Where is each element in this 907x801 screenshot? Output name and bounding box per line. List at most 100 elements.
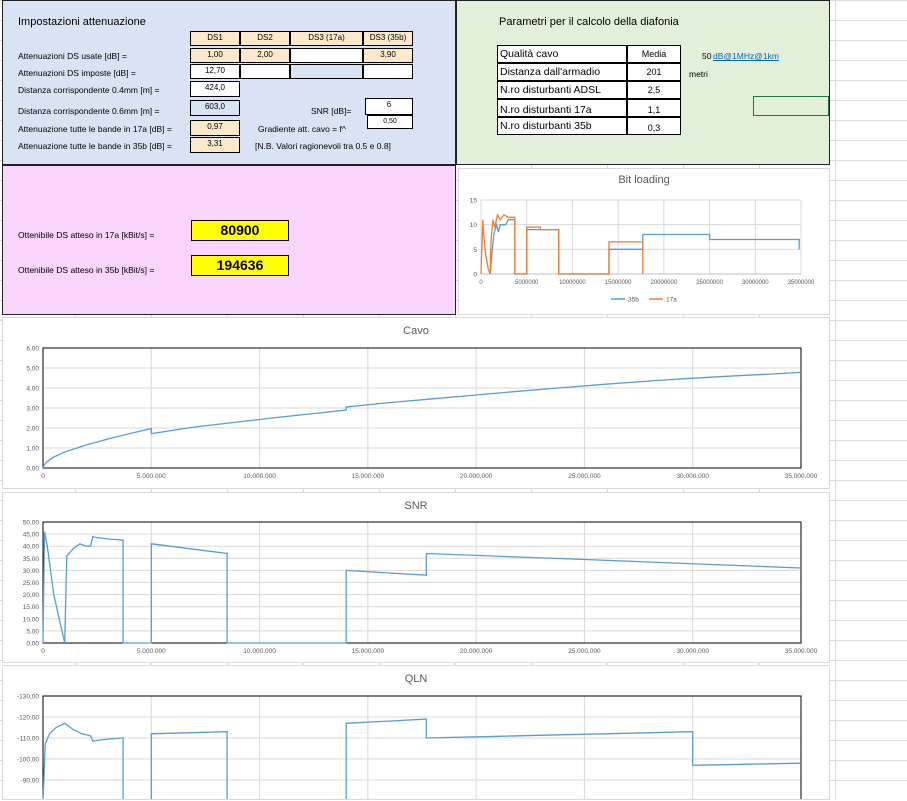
cable-quality-value[interactable]: Media bbox=[627, 45, 681, 63]
x-tick-label: 0 bbox=[479, 280, 483, 286]
row-label-imposed: Attenuazioni DS imposte [dB] = bbox=[18, 68, 136, 78]
cable-db-link[interactable]: dB@1MHz@1km bbox=[713, 51, 779, 61]
plot-frame bbox=[42, 695, 802, 801]
series-line-main bbox=[42, 371, 802, 469]
disturbers-35b-value[interactable]: 0,3 bbox=[627, 117, 681, 135]
cell-imposed-ds3-17a[interactable] bbox=[290, 64, 363, 79]
cable-db-number: 50 bbox=[702, 51, 712, 61]
y-tick-label: -120,00 bbox=[17, 715, 39, 722]
disturbers-35b-label: N.ro disturbanti 35b bbox=[497, 117, 627, 135]
cell-imposed-ds3-35b[interactable] bbox=[363, 64, 413, 79]
bit-loading-chart[interactable]: Bit loading 0 5 10 15 0 5000000 10000000 150000… bbox=[458, 168, 830, 315]
x-tick-label: 25.000.000 bbox=[568, 648, 601, 655]
cavo-chart[interactable]: Cavo 0,00 1,00 2,00 3,00 4,00 5,00 6,00 0 5.000.… bbox=[2, 317, 830, 489]
cavo-title: Cavo bbox=[403, 325, 429, 337]
row-label-distance-06: Distanza corrispondente 0.6mm [m] = bbox=[18, 106, 160, 116]
gradient-input[interactable]: 0,50 bbox=[367, 115, 413, 129]
note-text: [N.B. Valori ragionevoli tra 0.5 e 0.8] bbox=[255, 141, 391, 151]
y-tick-label: 10 bbox=[470, 222, 478, 229]
x-tick-label: 35000000 bbox=[788, 280, 815, 286]
qln-chart[interactable]: QLN -80,00 -90,00 -100,00 -110,00 -120,00 -13… bbox=[2, 665, 830, 801]
y-tick-label: 10,00 bbox=[23, 616, 40, 623]
x-tick-label: 20.000.000 bbox=[460, 648, 493, 655]
y-tick-label: 50,00 bbox=[23, 520, 40, 527]
x-tick-label: 15.000.000 bbox=[352, 473, 385, 480]
y-tick-label: 15 bbox=[470, 198, 478, 205]
distance-value[interactable]: 201 bbox=[627, 63, 681, 81]
y-tick-label: 4,00 bbox=[26, 386, 39, 393]
snr-chart[interactable]: SNR 0,00 5,00 10,00 15,00 20,00 25,00 30,00 35,… bbox=[2, 492, 830, 663]
x-tick-label: 25000000 bbox=[696, 280, 723, 286]
cell-distance-06[interactable]: 603,0 bbox=[190, 100, 240, 116]
results-panel: Ottenibile DS atteso in 17a [kBit/s] = 8… bbox=[2, 165, 456, 315]
x-tick-label: 30000000 bbox=[742, 280, 769, 286]
qln-plot: -80,00 -90,00 -100,00 -110,00 -120,00 -130,00 bbox=[17, 694, 802, 801]
y-tick-label: 25,00 bbox=[23, 580, 40, 587]
cell-used-ds1[interactable]: 1,00 bbox=[190, 48, 240, 63]
gradient-label: Gradiente att. cavo = f^ bbox=[258, 124, 346, 134]
x-tick-label: 35.000.000 bbox=[785, 473, 818, 480]
y-tick-label: 35,00 bbox=[23, 556, 40, 563]
bit-loading-title: Bit loading bbox=[618, 174, 670, 186]
cell-att-17a[interactable]: 0,97 bbox=[190, 120, 240, 136]
row-label-used: Attenuazioni DS usate [dB] = bbox=[18, 51, 127, 61]
x-tick-label: 10.000.000 bbox=[243, 648, 276, 655]
cell-imposed-ds1[interactable]: 12,70 bbox=[190, 64, 240, 79]
selected-cell[interactable] bbox=[753, 96, 829, 116]
legend-label: 35b bbox=[628, 297, 639, 304]
snr-title: SNR bbox=[404, 500, 428, 512]
y-tick-label: 5,00 bbox=[26, 628, 39, 635]
x-tick-label: 20.000.000 bbox=[460, 473, 493, 480]
x-tick-label: 0 bbox=[41, 648, 45, 655]
crosstalk-title: Parametri per il calcolo della diafonia bbox=[499, 16, 679, 28]
cell-att-35b[interactable]: 3,31 bbox=[190, 137, 240, 153]
series-line-35b bbox=[489, 219, 800, 275]
header-ds3-17a[interactable]: DS3 (17a) bbox=[290, 31, 363, 46]
y-tick-label: 45,00 bbox=[23, 532, 40, 539]
cell-imposed-ds2[interactable] bbox=[240, 64, 290, 79]
x-tick-label: 35.000.000 bbox=[785, 648, 818, 655]
series-line-main bbox=[42, 531, 802, 644]
x-tick-label: 0 bbox=[41, 473, 45, 480]
y-tick-label: 1,00 bbox=[26, 446, 39, 453]
x-tick-label: 30.000.000 bbox=[676, 473, 709, 480]
ds17a-value[interactable]: 80900 bbox=[191, 220, 289, 241]
cavo-plot: 0,00 1,00 2,00 3,00 4,00 5,00 6,00 0 5.000.000 10… bbox=[26, 346, 818, 481]
ds17a-label: Ottenibile DS atteso in 17a [kBit/s] = bbox=[18, 230, 155, 240]
y-tick-label: 3,00 bbox=[26, 406, 39, 413]
row-label-att-35b: Attenuazione tutte le bande in 35b [dB] … bbox=[18, 141, 172, 151]
snr-label: SNR [dB]= bbox=[311, 106, 352, 116]
disturbers-17a-value[interactable]: 1,1 bbox=[627, 99, 681, 117]
header-ds1[interactable]: DS1 bbox=[190, 31, 240, 46]
cell-distance-04[interactable]: 424,0 bbox=[190, 81, 240, 97]
ds35b-value[interactable]: 194636 bbox=[191, 255, 289, 276]
snr-input[interactable]: 6 bbox=[365, 98, 413, 115]
distance-label: Distanza dall'armadio bbox=[497, 63, 627, 81]
x-tick-label: 25.000.000 bbox=[568, 473, 601, 480]
y-tick-label: 0 bbox=[473, 272, 477, 279]
cell-used-ds2[interactable]: 2,00 bbox=[240, 48, 290, 63]
attenuation-panel: Impostazioni attenuazione DS1 DS2 DS3 (1… bbox=[2, 0, 456, 165]
snr-plot: 0,00 5,00 10,00 15,00 20,00 25,00 30,00 35,00 40… bbox=[23, 520, 818, 656]
x-tick-label: 5.000.000 bbox=[137, 473, 166, 480]
cell-used-ds3-35b[interactable]: 3,90 bbox=[363, 48, 413, 63]
y-tick-label: 30,00 bbox=[23, 568, 40, 575]
distance-unit: metri bbox=[689, 69, 708, 79]
cell-used-ds3-17a[interactable] bbox=[290, 48, 363, 63]
x-tick-label: 15.000.000 bbox=[352, 648, 385, 655]
plot-frame bbox=[42, 521, 802, 644]
legend-label: 17a bbox=[666, 297, 677, 304]
y-tick-label: 40,00 bbox=[23, 544, 40, 551]
header-ds3-35b[interactable]: DS3 (35b) bbox=[363, 31, 413, 46]
x-tick-label: 10.000.000 bbox=[243, 473, 276, 480]
x-tick-label: 30.000.000 bbox=[676, 648, 709, 655]
row-label-att-17a: Attenuazione tutte le bande in 17a [dB] … bbox=[18, 124, 172, 134]
y-tick-label: 0,00 bbox=[26, 466, 39, 473]
x-tick-label: 20000000 bbox=[651, 280, 678, 286]
ds35b-label: Ottenibile DS atteso in 35b [kBit/s] = bbox=[18, 265, 155, 275]
bit-loading-plot: 0 5 10 15 0 5000000 10000000 15000000 20000000 25… bbox=[470, 198, 815, 304]
series-line-main bbox=[42, 718, 802, 801]
header-ds2[interactable]: DS2 bbox=[240, 31, 290, 46]
plot-frame bbox=[42, 347, 802, 469]
adsl-disturbers-value[interactable]: 2,5 bbox=[627, 81, 681, 99]
